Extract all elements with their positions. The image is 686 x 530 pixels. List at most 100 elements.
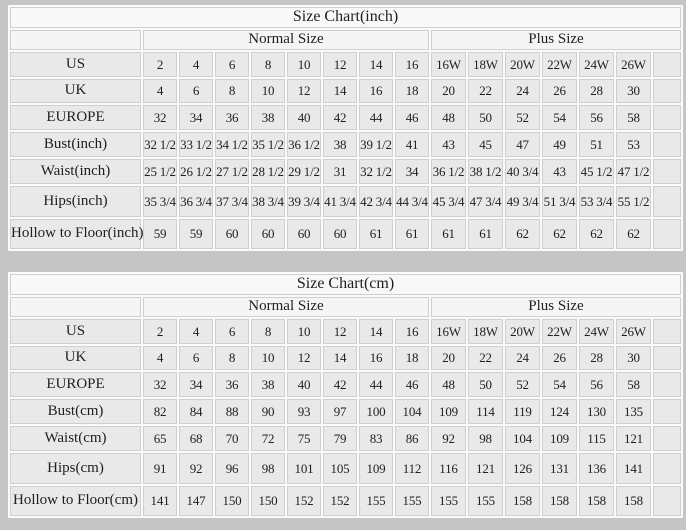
size-cell: 54	[542, 372, 577, 397]
size-cell: 2	[143, 52, 177, 77]
size-cell: 104	[395, 399, 429, 424]
size-cell: 20W	[505, 52, 540, 77]
size-cell: 20W	[505, 319, 540, 344]
size-cell: 16	[359, 346, 393, 370]
size-cell: 104	[505, 426, 540, 451]
size-cell: 26W	[616, 319, 651, 344]
size-cell: 61	[395, 219, 429, 249]
size-cell: 16	[395, 52, 429, 77]
size-cell: 18	[395, 346, 429, 370]
table-row: Hollow to Floor(inch) 59 59 60 60 60 60 61 61 61 6…	[10, 219, 682, 249]
table-row: Waist(cm) 65 68 70 72 75 79 83 86 92 98 104 109 115 12…	[10, 426, 682, 451]
size-cell: 47 3/4	[468, 186, 503, 217]
size-cell: 55 1/2	[616, 186, 651, 217]
size-cell: 59	[143, 219, 177, 249]
size-cell: 44	[359, 105, 393, 130]
size-cell: 47 1/2	[616, 159, 651, 184]
size-chart-cm: Size Chart(cm) Normal Size Plus Size US 2 4 6 8…	[8, 272, 684, 518]
size-chart-inch-table: Size Chart(inch) Normal Size Plus Size US 2 4…	[8, 5, 684, 251]
size-cell: 26	[542, 346, 577, 370]
size-cell: 10	[287, 319, 321, 344]
size-cell: 4	[143, 79, 177, 103]
table-row: EUROPE 32 34 36 38 40 42 44 46 48 50 52 54 56 58	[10, 105, 682, 130]
size-cell: 32	[143, 105, 177, 130]
size-cell: 38 3/4	[251, 186, 285, 217]
row-label: Waist(inch)	[10, 159, 141, 184]
size-cell: 92	[431, 426, 466, 451]
size-cell: 33 1/2	[179, 132, 213, 157]
size-cell: 60	[251, 219, 285, 249]
size-cell: 38	[323, 132, 357, 157]
row-label: Bust(inch)	[10, 132, 141, 157]
trailing-empty-cell	[653, 346, 682, 370]
size-cell: 31	[323, 159, 357, 184]
size-cell: 101	[287, 453, 321, 484]
size-cell: 109	[542, 426, 577, 451]
size-cell: 48	[431, 372, 466, 397]
size-cell: 44	[359, 372, 393, 397]
group-header-normal-size: Normal Size	[143, 30, 429, 50]
size-cell: 35 3/4	[143, 186, 177, 217]
size-cell: 61	[359, 219, 393, 249]
size-cell: 34	[179, 372, 213, 397]
size-cell: 27 1/2	[215, 159, 249, 184]
size-cell: 98	[251, 453, 285, 484]
trailing-empty-cell	[653, 426, 682, 451]
size-cell: 158	[505, 486, 540, 516]
size-cell: 18	[395, 79, 429, 103]
size-cell: 38	[251, 105, 285, 130]
row-label: EUROPE	[10, 105, 141, 130]
size-cell: 36 1/2	[287, 132, 321, 157]
size-cell: 28	[579, 346, 614, 370]
size-cell: 26	[542, 79, 577, 103]
table-row: Hips(inch) 35 3/4 36 3/4 37 3/4 38 3/4 39 3/4…	[10, 186, 682, 217]
size-cell: 14	[323, 79, 357, 103]
size-cell: 152	[287, 486, 321, 516]
size-cell: 10	[251, 79, 285, 103]
row-label: US	[10, 52, 141, 77]
size-cell: 41 3/4	[323, 186, 357, 217]
size-cell: 43	[431, 132, 466, 157]
size-cell: 158	[542, 486, 577, 516]
size-cell: 62	[579, 219, 614, 249]
size-cell: 155	[359, 486, 393, 516]
size-cell: 147	[179, 486, 213, 516]
size-cell: 26W	[616, 52, 651, 77]
table-row: Hollow to Floor(cm) 141 147 150 150 152 152 155…	[10, 486, 682, 516]
size-cell: 70	[215, 426, 249, 451]
size-cell: 48	[431, 105, 466, 130]
size-cell: 16	[395, 319, 429, 344]
size-cell: 121	[616, 426, 651, 451]
size-cell: 53	[616, 132, 651, 157]
size-cell: 60	[323, 219, 357, 249]
size-cell: 40	[287, 372, 321, 397]
table-row: UK 4 6 8 10 12 14 16 18 20 22 24 26 28 30	[10, 79, 682, 103]
table-row: EUROPE 32 34 36 38 40 42 44 46 48 50 52 54 56 58	[10, 372, 682, 397]
size-cell: 36 3/4	[179, 186, 213, 217]
size-cell: 60	[215, 219, 249, 249]
trailing-empty-cell	[653, 399, 682, 424]
group-header-spacer	[10, 30, 141, 50]
group-header-plus-size: Plus Size	[431, 297, 682, 317]
size-cell: 45 3/4	[431, 186, 466, 217]
size-cell: 14	[359, 319, 393, 344]
size-cell: 16	[359, 79, 393, 103]
size-cell: 141	[616, 453, 651, 484]
row-label: Hollow to Floor(inch)	[10, 219, 144, 249]
size-cell: 135	[616, 399, 651, 424]
size-cell: 51	[579, 132, 614, 157]
row-label: US	[10, 319, 141, 344]
size-cell: 24W	[579, 319, 614, 344]
size-cell: 150	[215, 486, 249, 516]
size-cell: 96	[215, 453, 249, 484]
size-chart-cm-table: Size Chart(cm) Normal Size Plus Size US 2 4 6 8…	[8, 272, 684, 518]
size-cell: 34 1/2	[215, 132, 249, 157]
size-cell: 155	[468, 486, 503, 516]
table-row: Bust(cm) 82 84 88 90 93 97 100 104 109 114 119 124 13…	[10, 399, 682, 424]
size-cell: 10	[287, 52, 321, 77]
size-cell: 30	[616, 79, 651, 103]
trailing-empty-cell	[653, 52, 682, 77]
size-cell: 47	[505, 132, 540, 157]
size-cell: 30	[616, 346, 651, 370]
size-cell: 72	[251, 426, 285, 451]
